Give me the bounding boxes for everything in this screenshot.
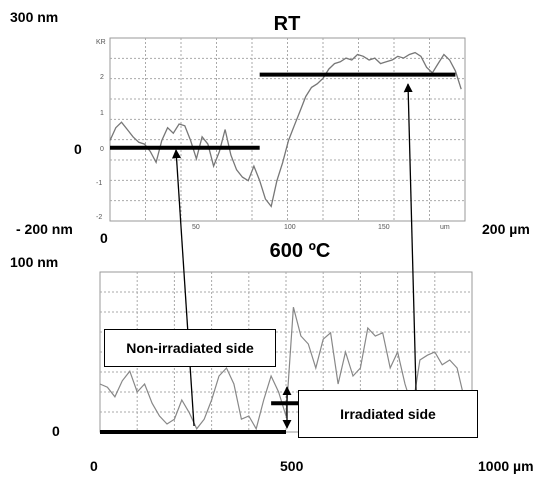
600c-x-mid-label: 500 — [280, 458, 304, 474]
rt-x-tick-unit: um — [440, 224, 450, 231]
rt-y-tick-neg2: -2 — [96, 214, 102, 221]
rt-y-tick-neg1: -1 — [96, 180, 102, 187]
rt-y-tick-0: 0 — [100, 146, 104, 153]
rt-grid — [110, 38, 465, 221]
irradiated-label: Irradiated side — [340, 406, 436, 422]
annotation-arrows — [171, 83, 417, 429]
irradiated-callout: Irradiated side — [298, 390, 478, 438]
rt-plot-area — [109, 37, 466, 222]
rt-y-mid-label: 0 — [74, 141, 82, 157]
rt-y-top-inner-label: KR — [96, 39, 106, 46]
rt-title: RT — [274, 13, 301, 35]
600c-y-top-label: 100 nm — [10, 254, 58, 270]
rt-series-line — [109, 51, 462, 208]
rt-panel: KR 2 1 0 -1 -2 50 100 150 um RT 300 nm 0… — [10, 9, 530, 246]
non-irradiated-label: Non-irradiated side — [126, 340, 254, 356]
rt-x-tick-100: 100 — [284, 224, 296, 231]
irradiated-arrow — [403, 83, 417, 391]
600c-title: 600 ºC — [270, 240, 331, 262]
rt-x-left-label: 0 — [100, 230, 108, 246]
rt-y-bottom-label: - 200 nm — [16, 221, 73, 237]
non-irradiated-callout: Non-irradiated side — [104, 329, 276, 367]
rt-x-tick-150: 150 — [378, 224, 390, 231]
600c-x-left-label: 0 — [90, 458, 98, 474]
non-irradiated-arrow — [171, 149, 195, 427]
600c-x-right-label: 1000 µm — [478, 458, 534, 474]
rt-y-tick-1: 1 — [100, 110, 104, 117]
rt-x-right-label: 200 µm — [482, 221, 530, 237]
rt-y-top-label: 300 nm — [10, 9, 58, 25]
rt-y-tick-2: 2 — [100, 74, 104, 81]
600c-y-bottom-label: 0 — [52, 423, 60, 439]
rt-x-tick-50: 50 — [192, 224, 200, 231]
